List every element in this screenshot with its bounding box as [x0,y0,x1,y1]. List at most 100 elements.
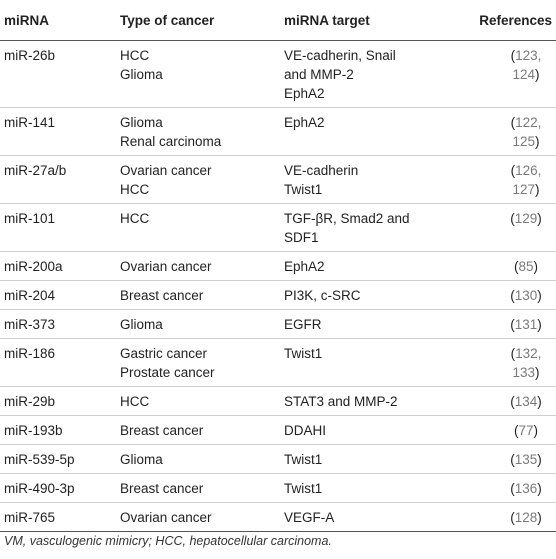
cell-reference: (134) [452,386,556,416]
cell-cancer-type: Ovarian cancer HCC [116,155,280,204]
reference-link[interactable]: 129 [514,211,538,226]
cell-reference: (128) [452,502,556,532]
reference-link[interactable]: 132, 133 [512,346,542,380]
reference-paren: ) [535,134,540,149]
cell-mirna: miR-141 [0,107,116,156]
cell-mirna: miR-101 [0,203,116,252]
cancer-type-line: HCC [120,48,150,63]
reference-paren: ) [537,211,542,226]
cell-mirna-target: EphA2 [280,107,452,156]
reference-link[interactable]: 77 [518,423,534,438]
cell-mirna: miR-200a [0,251,116,281]
cell-mirna: miR-765 [0,502,116,532]
reference-paren: ( [510,317,515,332]
table-row: miR-186 Gastric cancer Prostate cancer Twis… [0,338,556,387]
cell-mirna: miR-193b [0,415,116,445]
cell-cancer-type: Gastric cancer Prostate cancer [116,338,280,387]
cell-mirna: miR-186 [0,338,116,387]
cell-mirna-target: Twist1 [280,338,452,387]
cell-mirna-target: VE-cadherin Twist1 [280,155,452,204]
cell-reference: (123, 124) [452,40,556,108]
cell-mirna-target: DDAHI [280,415,452,445]
header-mirna-target: miRNA target [280,0,452,41]
cell-cancer-type: Ovarian cancer [116,502,280,532]
reference-link[interactable]: 122, 125 [512,115,542,149]
reference-paren: ( [513,259,519,274]
target-line: PI3K, c-SRC [284,288,361,303]
cancer-type-line: Ovarian cancer [120,510,212,525]
table-row: miR-204 Breast cancer PI3K, c-SRC (130) [0,280,556,310]
cancer-type-line: Glioma [120,317,163,332]
reference-paren: ) [535,182,540,197]
target-line: EphA2 [284,259,325,274]
cell-reference: (85) [452,251,556,281]
cancer-type-line: Glioma [120,115,163,130]
cell-cancer-type: HCC Glioma [116,40,280,108]
cell-reference: (77) [452,415,556,445]
reference-link[interactable]: 136 [514,481,538,496]
reference-link[interactable]: 128 [514,510,538,525]
table-body: miR-26b HCC Glioma VE-cadherin, Snail and MM… [0,40,556,532]
cell-mirna: miR-26b [0,40,116,108]
reference-link[interactable]: 126, 127 [512,163,542,197]
cell-cancer-type: Glioma [116,444,280,474]
cell-mirna-target: PI3K, c-SRC [280,280,452,310]
reference-link[interactable]: 131 [514,317,538,332]
table-row: miR-490-3p Breast cancer Twist1 (136) [0,473,556,503]
cell-reference: (131) [452,309,556,339]
header-cancer-type: Type of cancer [116,0,280,41]
cell-reference: (132, 133) [452,338,556,387]
target-line: EphA2 [284,86,325,101]
cancer-type-line: Ovarian cancer [120,163,212,178]
reference-paren: ( [510,115,516,130]
cell-reference: (135) [452,444,556,474]
header-mirna: miRNA [0,0,116,41]
reference-paren: ( [510,163,516,178]
cell-mirna: miR-204 [0,280,116,310]
reference-paren: ) [535,365,540,380]
reference-paren: ) [537,394,542,409]
cell-cancer-type: Breast cancer [116,415,280,445]
reference-link[interactable]: 135 [514,452,538,467]
table-footnote: VM, vasculogenic mimicry; HCC, hepatocel… [4,534,332,548]
cell-reference: (136) [452,473,556,503]
cancer-type-line: HCC [120,182,150,197]
target-line: VEGF-A [284,510,335,525]
target-line: STAT3 and MMP-2 [284,394,398,409]
cancer-type-line: Prostate cancer [120,365,215,380]
target-line: Twist1 [284,481,323,496]
reference-paren: ( [510,48,516,63]
target-line: DDAHI [284,423,327,438]
target-line: VE-cadherin, Snail [284,48,396,63]
cell-reference: (130) [452,280,556,310]
cell-mirna: miR-27a/b [0,155,116,204]
cell-cancer-type: Breast cancer [116,473,280,503]
table-row: miR-29b HCC STAT3 and MMP-2 (134) [0,386,556,416]
mirna-table: miRNA Type of cancer miRNA target Refere… [0,0,556,532]
reference-paren: ( [510,211,515,226]
target-line: EGFR [284,317,322,332]
table-row: miR-101 HCC TGF-βR, Smad2 and SDF1 (129) [0,203,556,252]
cell-reference: (126, 127) [452,155,556,204]
cell-mirna: miR-373 [0,309,116,339]
reference-paren: ( [510,394,515,409]
reference-paren: ) [537,481,542,496]
header-references: References [452,0,556,41]
cancer-type-line: Breast cancer [120,423,204,438]
cancer-type-line: Gastric cancer [120,346,208,361]
reference-link[interactable]: 85 [518,259,534,274]
reference-link[interactable]: 123, 124 [512,48,542,82]
cancer-type-line: HCC [120,394,150,409]
reference-link[interactable]: 134 [514,394,538,409]
reference-link[interactable]: 130 [514,288,538,303]
cancer-type-line: Renal carcinoma [120,134,222,149]
reference-paren: ) [537,317,542,332]
target-line: SDF1 [284,230,319,245]
cell-mirna-target: VE-cadherin, Snail and MMP-2 EphA2 [280,40,452,108]
cell-cancer-type: HCC [116,203,280,252]
table-row: miR-200a Ovarian cancer EphA2 (85) [0,251,556,281]
cancer-type-line: HCC [120,211,150,226]
reference-paren: ( [513,423,519,438]
table-row: miR-26b HCC Glioma VE-cadherin, Snail and MM… [0,40,556,108]
cell-cancer-type: HCC [116,386,280,416]
